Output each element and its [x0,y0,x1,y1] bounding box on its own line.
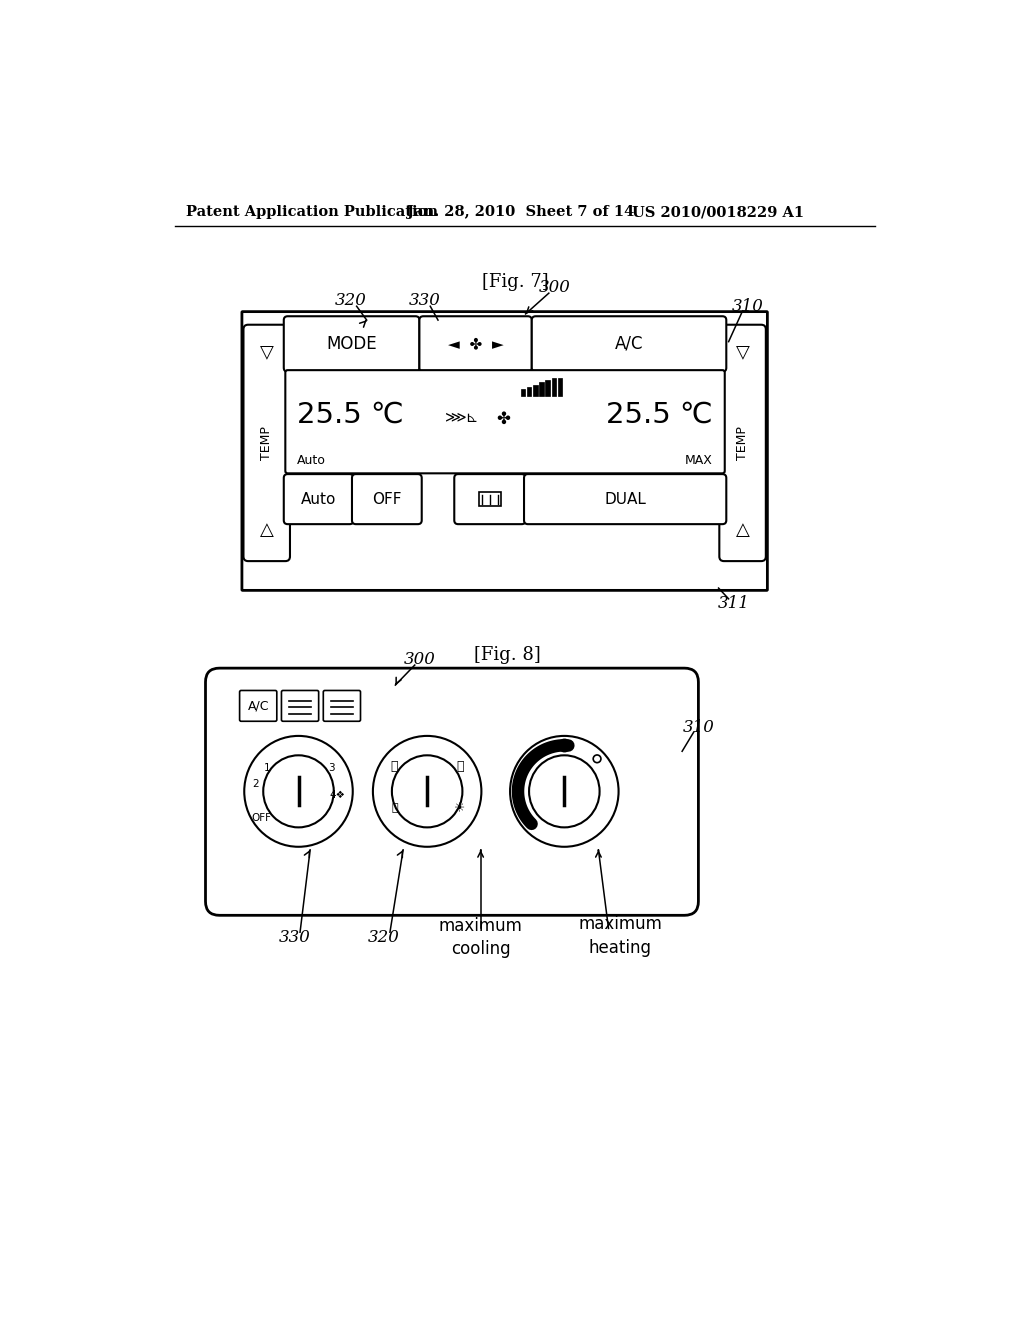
Bar [479,492,501,506]
FancyBboxPatch shape [352,474,422,524]
FancyBboxPatch shape [524,474,726,524]
Text: ▽: ▽ [260,343,273,362]
FancyBboxPatch shape [420,317,531,372]
Text: 300: 300 [539,280,570,296]
Text: Patent Application Publication: Patent Application Publication [186,206,438,219]
Bar [526,387,531,396]
Text: 25.5 ℃: 25.5 ℃ [606,401,713,429]
Text: 330: 330 [279,929,310,946]
Text: Auto: Auto [301,491,336,507]
Ellipse shape [392,755,463,828]
Text: DUAL: DUAL [604,491,646,507]
Text: US 2010/0018229 A1: US 2010/0018229 A1 [632,206,804,219]
FancyBboxPatch shape [284,474,353,524]
FancyBboxPatch shape [206,668,698,915]
Text: ▽: ▽ [735,343,750,362]
Text: A/C: A/C [614,335,643,352]
Bar [546,380,550,396]
FancyBboxPatch shape [286,370,725,474]
Text: 🧍: 🧍 [391,804,398,813]
Bar [552,378,556,396]
Text: 🧍: 🧍 [391,760,398,774]
Text: Auto: Auto [297,454,326,467]
Text: Jan. 28, 2010  Sheet 7 of 14: Jan. 28, 2010 Sheet 7 of 14 [407,206,634,219]
Ellipse shape [373,737,481,847]
Text: [Fig. 7]: [Fig. 7] [482,273,549,290]
Text: △: △ [260,520,273,539]
Bar [558,378,562,396]
FancyBboxPatch shape [719,325,766,561]
FancyBboxPatch shape [240,690,276,721]
Text: A/C: A/C [248,700,269,713]
Text: 300: 300 [404,651,436,668]
Text: MODE: MODE [327,335,377,352]
Text: 310: 310 [732,298,764,314]
Text: ☀: ☀ [454,801,465,814]
Text: TEMP: TEMP [736,426,750,459]
Bar [520,389,525,396]
Ellipse shape [263,755,334,828]
Text: 310: 310 [683,719,715,737]
Text: 2: 2 [253,779,259,788]
Text: 3: 3 [328,763,335,774]
Text: [Fig. 8]: [Fig. 8] [474,645,541,664]
FancyBboxPatch shape [244,325,290,561]
FancyBboxPatch shape [455,474,525,524]
Text: maximum
cooling: maximum cooling [438,917,522,958]
Text: 1: 1 [264,763,270,774]
Text: 320: 320 [368,929,399,946]
Text: 330: 330 [409,292,440,309]
FancyBboxPatch shape [531,317,726,372]
Circle shape [593,755,601,763]
Text: ◄  ✤  ►: ◄ ✤ ► [447,337,504,351]
Ellipse shape [245,737,352,847]
Bar [540,383,544,396]
Text: ✤: ✤ [497,409,510,428]
FancyBboxPatch shape [242,312,767,590]
Text: TEMP: TEMP [260,426,273,459]
Text: OFF: OFF [251,813,271,824]
Text: ⋙⊾: ⋙⊾ [445,409,479,425]
Text: OFF: OFF [372,491,401,507]
Text: 4❖: 4❖ [330,791,345,800]
Text: △: △ [735,520,750,539]
Ellipse shape [510,737,618,847]
FancyBboxPatch shape [324,690,360,721]
Ellipse shape [529,755,600,828]
Text: 🧍: 🧍 [456,760,464,774]
Text: 25.5 ℃: 25.5 ℃ [297,401,403,429]
Text: 311: 311 [718,595,750,612]
Text: 320: 320 [335,292,368,309]
FancyBboxPatch shape [284,317,420,372]
Text: maximum
heating: maximum heating [579,915,663,957]
Bar [532,385,538,396]
Text: MAX: MAX [685,454,713,467]
FancyBboxPatch shape [282,690,318,721]
